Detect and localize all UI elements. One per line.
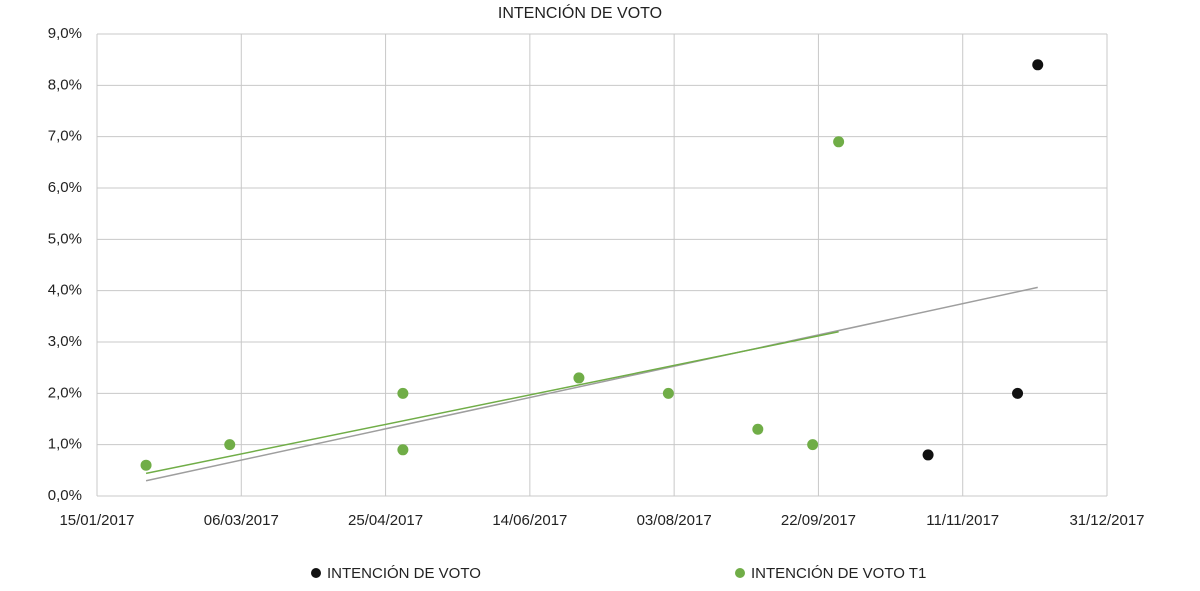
y-tick-label: 2,0% <box>48 384 82 401</box>
legend-marker <box>311 568 321 578</box>
x-tick-label: 11/11/2017 <box>926 512 999 529</box>
legend-label: INTENCIÓN DE VOTO <box>327 565 481 582</box>
x-tick-label: 31/12/2017 <box>1069 512 1144 529</box>
y-tick-label: 3,0% <box>48 333 82 350</box>
x-tick-label: 22/09/2017 <box>781 512 856 529</box>
y-tick-label: 6,0% <box>48 179 82 196</box>
point <box>397 387 409 399</box>
point <box>1032 59 1044 71</box>
y-tick-label: 7,0% <box>48 128 82 145</box>
y-tick-label: 0,0% <box>48 487 82 504</box>
point <box>397 444 409 456</box>
x-tick-label: 25/04/2017 <box>348 512 423 529</box>
point <box>1012 387 1024 399</box>
y-tick-label: 8,0% <box>48 76 82 93</box>
point <box>922 449 934 461</box>
trendline <box>145 331 839 475</box>
chart-title: INTENCIÓN DE VOTO <box>498 3 662 22</box>
y-tick-label: 5,0% <box>48 230 82 247</box>
point <box>573 372 585 384</box>
y-tick-label: 9,0% <box>48 25 82 42</box>
point <box>140 459 152 471</box>
x-tick-label: 15/01/2017 <box>59 512 134 529</box>
legend-marker <box>735 568 745 578</box>
point <box>807 439 819 451</box>
legend-label: INTENCIÓN DE VOTO T1 <box>751 565 926 582</box>
x-tick-label: 14/06/2017 <box>492 512 567 529</box>
y-tick-label: 4,0% <box>48 282 82 299</box>
x-tick-label: 03/08/2017 <box>637 512 712 529</box>
trendline-all <box>145 286 1038 482</box>
point <box>224 439 236 451</box>
point <box>833 136 845 148</box>
y-tick-label: 1,0% <box>48 436 82 453</box>
x-tick-label: 06/03/2017 <box>204 512 279 529</box>
point <box>662 387 674 399</box>
point <box>752 423 764 435</box>
